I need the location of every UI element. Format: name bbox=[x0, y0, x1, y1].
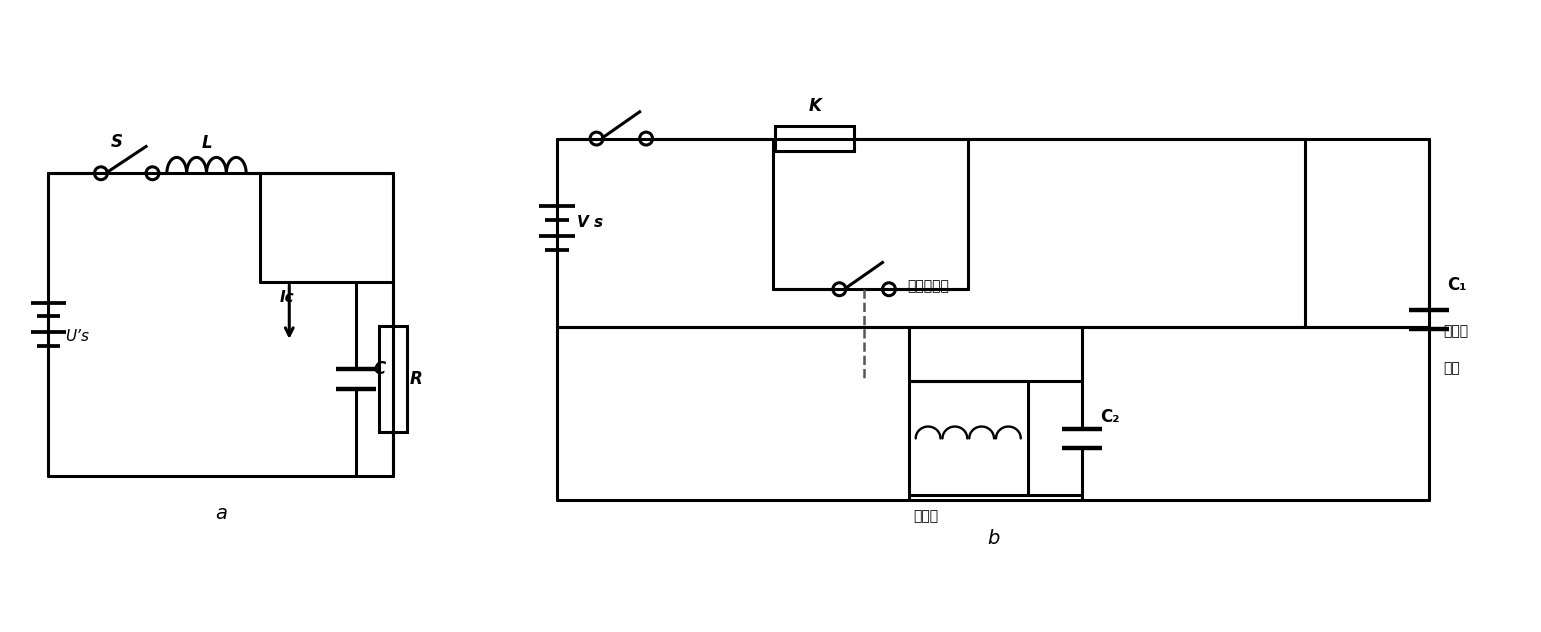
Text: L: L bbox=[202, 135, 211, 152]
Text: b: b bbox=[986, 528, 999, 547]
Text: V s: V s bbox=[576, 216, 603, 230]
Text: 负数: 负数 bbox=[1442, 361, 1459, 375]
Text: S: S bbox=[111, 133, 123, 152]
Text: 继电器触点: 继电器触点 bbox=[906, 279, 949, 293]
Text: C₁: C₁ bbox=[1447, 276, 1467, 294]
Text: C₂: C₂ bbox=[1100, 408, 1120, 425]
Text: R: R bbox=[410, 370, 422, 388]
Text: Ic: Ic bbox=[280, 290, 294, 305]
Bar bbox=[379, 325, 407, 432]
Text: K: K bbox=[807, 97, 821, 115]
Text: 继电器: 继电器 bbox=[914, 509, 938, 523]
Text: a: a bbox=[214, 504, 227, 523]
Bar bbox=[775, 126, 854, 152]
Text: 电容作: 电容作 bbox=[1442, 324, 1469, 338]
Text: C: C bbox=[373, 360, 385, 378]
Text: U’s: U’s bbox=[65, 329, 89, 344]
